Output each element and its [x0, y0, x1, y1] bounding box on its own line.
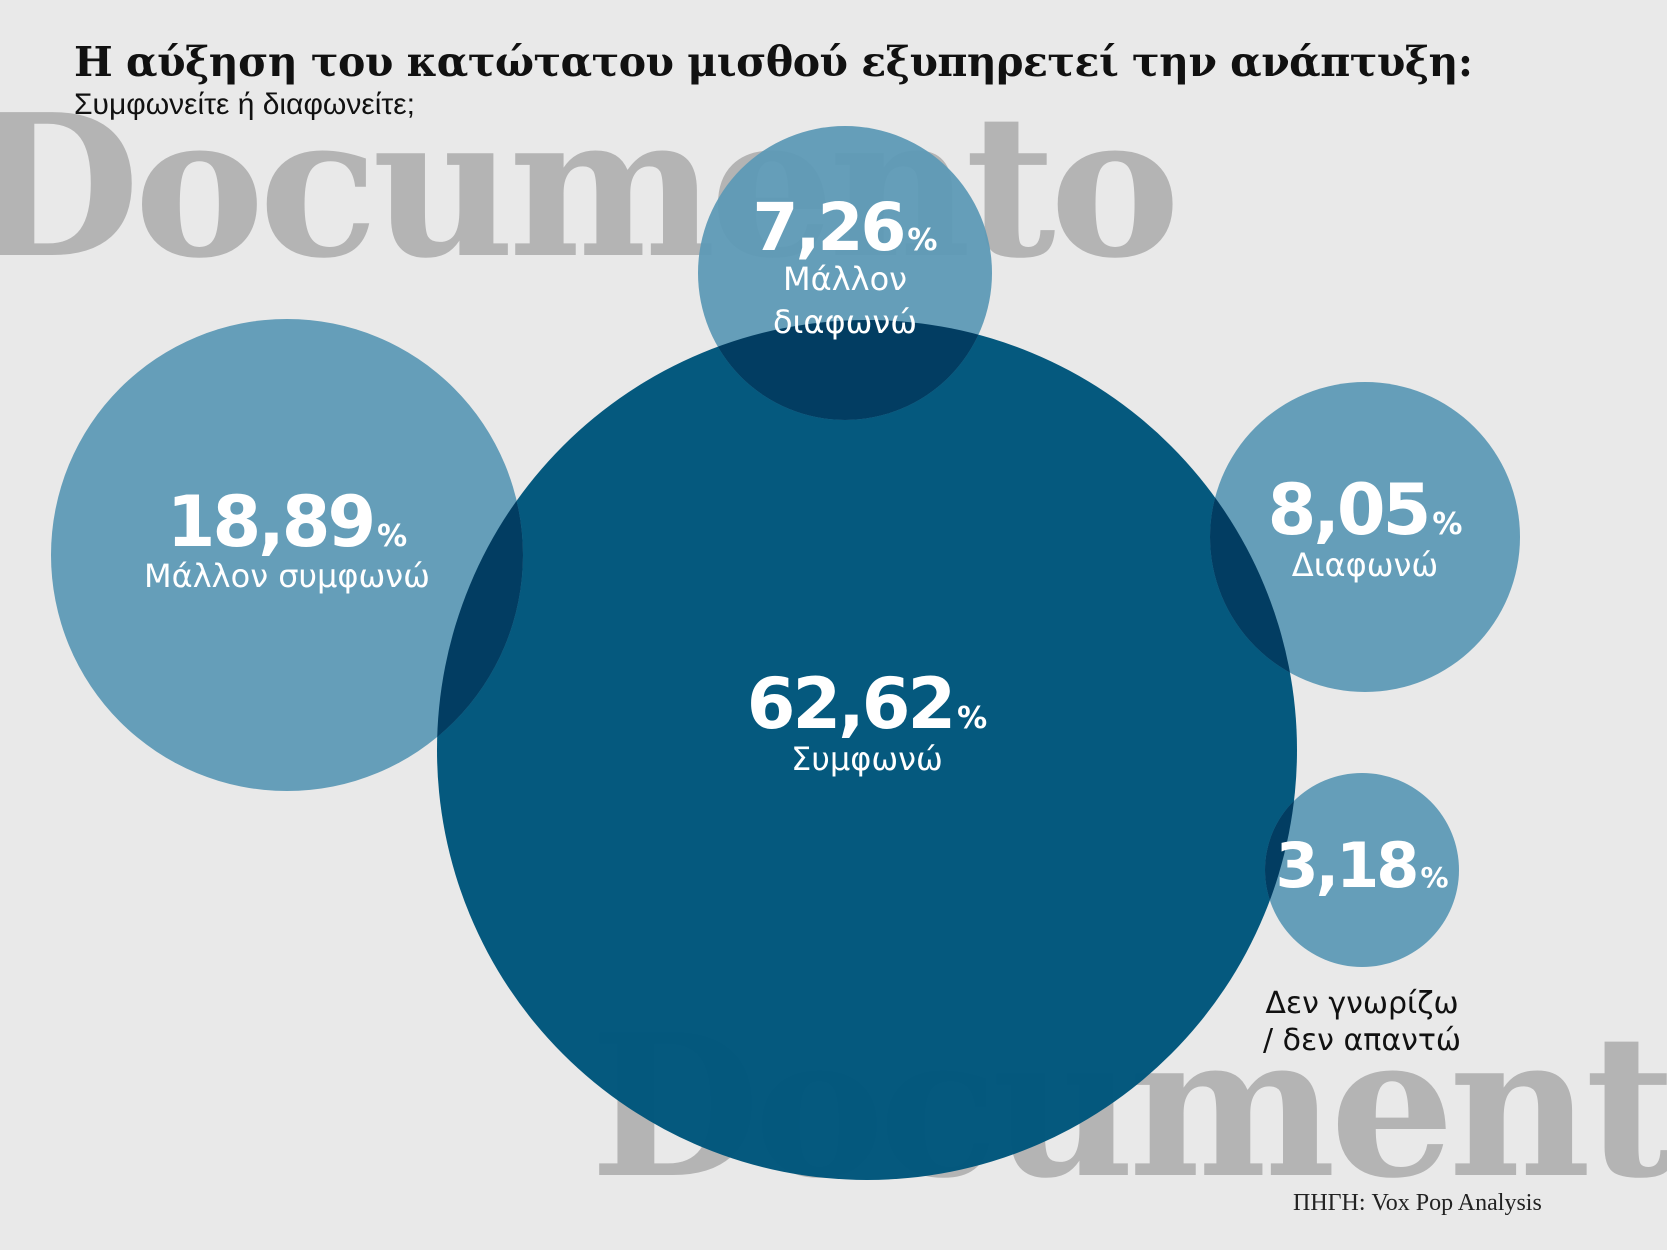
- source-note: ΠΗΓΗ: Vox Pop Analysis: [1293, 1190, 1542, 1216]
- chart-subtitle: Συμφωνείτε ή διαφωνείτε;: [74, 88, 415, 121]
- bubble-overlap-3: [698, 320, 992, 420]
- bubble-2: [51, 319, 523, 791]
- value-label: 7,26%: [753, 189, 938, 266]
- category-label: Διαφωνώ: [1292, 546, 1438, 584]
- bubble-5: [1265, 773, 1459, 967]
- bubble-1: [437, 320, 1297, 1180]
- value-label: 8,05%: [1268, 469, 1463, 551]
- watermark-1: Documento: [0, 72, 1174, 302]
- category-label: Μάλλον συμφωνώ: [144, 557, 430, 595]
- category-label: Μάλλον: [783, 260, 907, 298]
- value-label: 18,89%: [167, 481, 407, 563]
- value-label: 62,62%: [747, 663, 987, 745]
- bubble-4: [1210, 382, 1520, 692]
- category-label: Δεν γνωρίζω: [1265, 986, 1458, 1021]
- chart-title: Η αύξηση του κατώτατου μισθού εξυπηρετεί…: [74, 38, 1473, 86]
- value-label: 3,18%: [1275, 829, 1448, 902]
- category-label: διαφωνώ: [773, 303, 917, 341]
- category-label: Συμφωνώ: [791, 740, 943, 778]
- category-label: / δεν απαντώ: [1263, 1023, 1461, 1058]
